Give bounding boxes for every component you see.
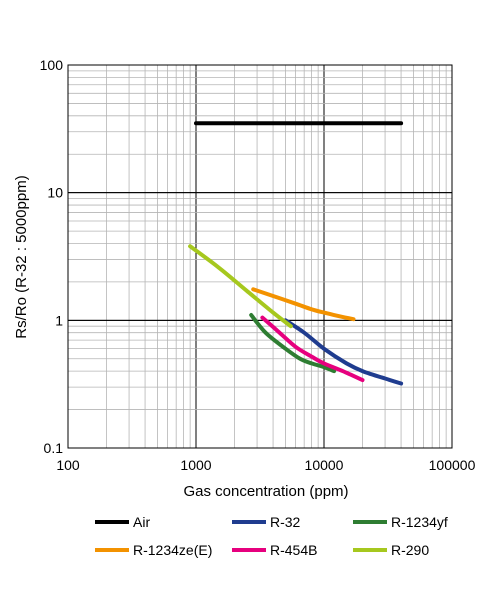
legend-item-r1234yf: R-1234yf [353,512,448,532]
legend-label-r32: R-32 [270,514,301,530]
legend-item-r454b: R-454B [232,540,317,560]
y-tick-label: 100 [40,57,64,73]
grid-lines [67,64,453,449]
x-tick-label: 100000 [429,457,476,473]
tick-labels: 100 1000 10000 100000 0.1 1 10 100 [40,57,476,473]
y-tick-label: 10 [47,185,63,201]
legend-item-r32: R-32 [232,512,300,532]
series-line-r-454b [260,315,365,383]
legend-label-r290: R-290 [391,542,430,558]
series-line-r-290 [188,244,293,329]
legend-item-r1234ze: R-1234ze(E) [95,540,212,560]
legend-item-r290: R-290 [353,540,429,560]
x-axis-title: Gas concentration (ppm) [183,483,348,500]
legend-swatch-r32 [232,520,266,524]
y-axis-title: Rs/Ro (R-32 : 5000ppm) [13,175,30,338]
x-tick-label: 10000 [305,457,344,473]
legend-swatch-air [95,520,129,524]
legend-swatch-r1234yf [353,520,387,524]
series-line-r-1234ze-e [251,287,356,322]
series-lines [188,121,404,386]
y-tick-label: 1 [55,312,63,328]
legend-swatch-r290 [353,548,387,552]
legend-label-r454b: R-454B [270,542,318,558]
y-tick-label: 0.1 [44,440,64,456]
series-line-r-1234yf [249,313,337,374]
legend-label-air: Air [133,514,151,530]
legend-label-r1234ze: R-1234ze(E) [133,542,213,558]
series-line-r-32 [283,318,404,386]
x-tick-label: 100 [56,457,80,473]
legend-swatch-r1234ze [95,548,129,552]
legend-swatch-r454b [232,548,266,552]
x-tick-label: 1000 [180,457,211,473]
legend-label-r1234yf: R-1234yf [391,514,448,530]
legend-item-air: Air [95,512,150,532]
plot-frame [67,64,453,449]
